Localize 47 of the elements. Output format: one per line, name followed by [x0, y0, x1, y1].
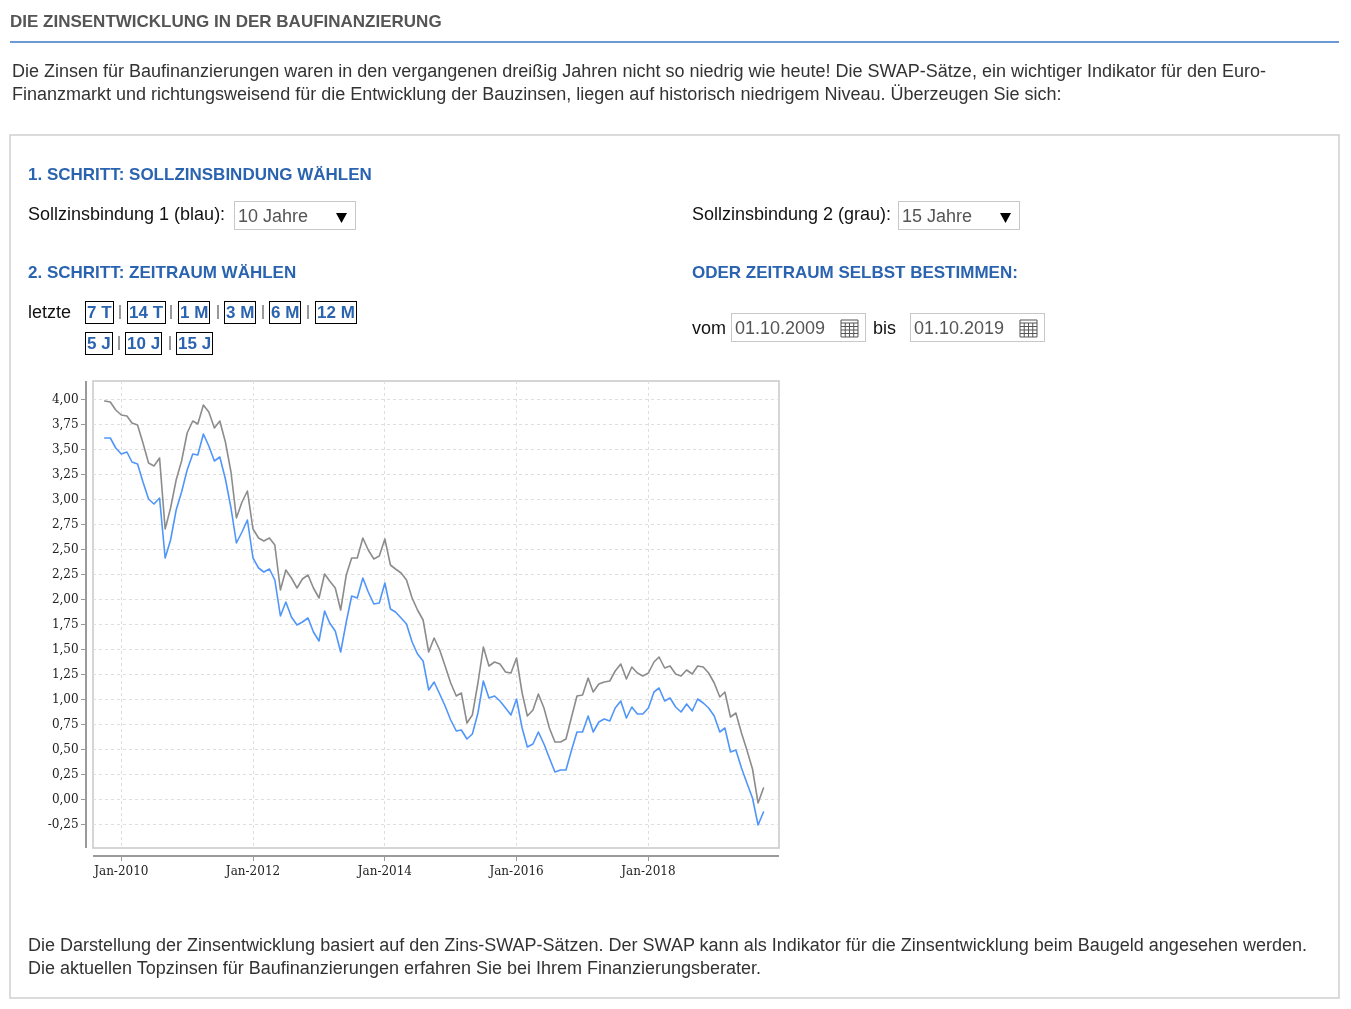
text: 01.10.2019 — [914, 317, 1005, 338]
text: 10 J — [127, 334, 161, 353]
y-tick-label: 3,75 — [51, 417, 79, 432]
text: 2. SCHRITT: ZEITRAUM WÄHLEN — [28, 263, 297, 282]
y-tick-label: 0,50 — [51, 742, 79, 757]
text: Die Darstellung der Zinsentwicklung basiert auf den Zins-SWAP-Sätzen. Der SWAP kann als Indikator für die Zinsentwicklung beim Baugeld angesehen werden. Die aktuellen Topzinsen für Baufinanzierungen erfahren Sie bei Ihrem Finanzierungsberater. — [28, 935, 1307, 979]
text: 5 J — [87, 334, 111, 353]
text: letzte — [28, 302, 72, 322]
y-tick-label: 2,25 — [51, 567, 79, 582]
chart-subtitle: Die Zinsen für Baufinanzierungen waren in den vergangenen dreißig Jahren nicht so niedrig wie heute! Die SWAP-Sätze, ein wichtiger Indikator für den Euro-Finanzmarkt und richtungsweisend für die Entwicklung der Bauzinsen, liegen auf historisch niedrigem Niveau. Überzeugen Sie sich: — [12, 61, 1267, 105]
text: 01.10.2009 — [735, 317, 826, 338]
x-tick-label: Jan-2014 — [355, 864, 413, 879]
y-tick-label: 3,00 — [51, 492, 79, 507]
y-tick-label: 2,00 — [51, 592, 79, 607]
y-tick-label: -0,25 — [47, 817, 79, 832]
text: 14 T — [129, 303, 164, 322]
x-tick-label: Jan-2010 — [92, 864, 149, 879]
text: 7 T — [87, 303, 113, 322]
x-tick-label: Jan-2018 — [619, 864, 676, 879]
y-tick-label: 1,00 — [51, 692, 79, 707]
y-tick-label: 3,50 — [51, 442, 79, 457]
text: 6 M — [271, 303, 300, 322]
text: 15 J — [178, 334, 212, 353]
y-tick-label: 0,25 — [51, 767, 79, 782]
x-tick-label: Jan-2012 — [223, 864, 281, 879]
y-tick-label: 2,50 — [51, 542, 79, 557]
text: ODER ZEITRAUM SELBST BESTIMMEN: — [692, 263, 1018, 282]
text: Sollzinsbindung 1 (blau): — [28, 204, 226, 224]
y-tick-label: 0,75 — [51, 717, 79, 732]
text: 1. SCHRITT: SOLLZINSBINDUNG WÄHLEN — [28, 165, 372, 184]
y-tick-label: 4,00 — [51, 392, 79, 407]
y-tick-label: 1,25 — [51, 667, 79, 682]
text: 10 Jahre — [238, 205, 309, 226]
text: 15 Jahre — [902, 205, 973, 226]
y-tick-label: 0,00 — [51, 792, 79, 807]
y-tick-label: 1,75 — [51, 617, 79, 632]
chart-title: DIE ZINSENTWICKLUNG IN DER BAUFINANZIERUNG — [10, 11, 442, 31]
text: 1 M — [180, 303, 209, 322]
text: 12 M — [317, 303, 355, 322]
y-tick-label: 3,25 — [51, 467, 79, 482]
y-tick-label: 2,75 — [51, 517, 79, 532]
y-tick-label: 1,50 — [51, 642, 79, 657]
text: bis — [873, 318, 897, 338]
text: 3 M — [226, 303, 255, 322]
text: vom — [692, 318, 727, 338]
text: Sollzinsbindung 2 (grau): — [692, 204, 892, 224]
x-tick-label: Jan-2016 — [487, 864, 544, 879]
